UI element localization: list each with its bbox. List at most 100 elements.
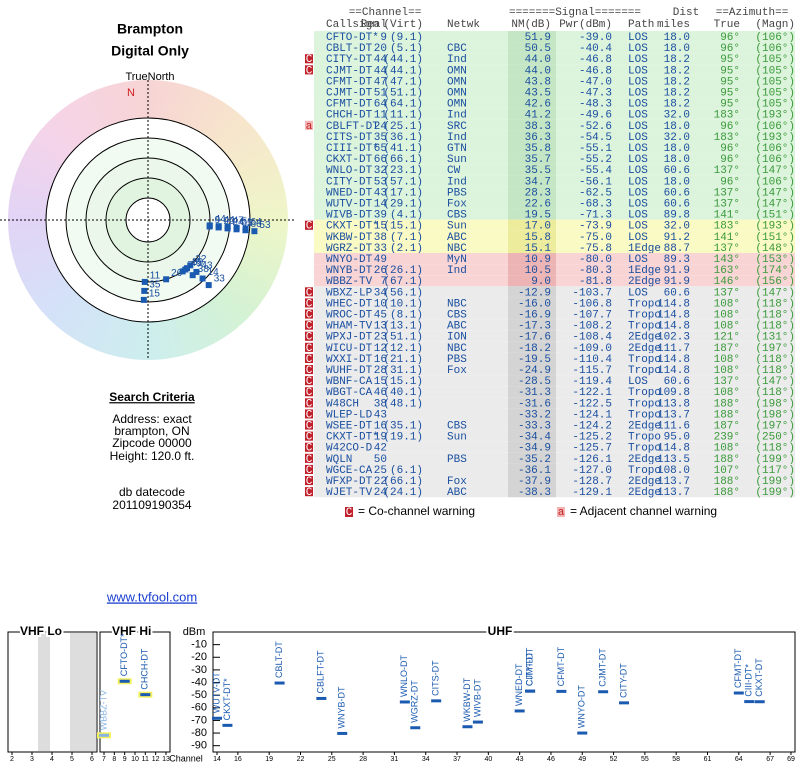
table-cell: Tropo bbox=[628, 321, 661, 333]
nm-background bbox=[508, 219, 556, 231]
signal-label: WUTV-DT bbox=[211, 672, 221, 713]
x-tick-label: 12 bbox=[152, 756, 160, 763]
signal-bar bbox=[431, 699, 442, 703]
x-tick-label: 11 bbox=[142, 756, 149, 763]
warning-box bbox=[305, 453, 313, 463]
table-cell: CBLT-DT bbox=[326, 43, 373, 55]
table-cell: 114.8 bbox=[657, 309, 690, 321]
table-cell: -115.7 bbox=[572, 365, 612, 377]
nm-background bbox=[508, 475, 556, 487]
table-cell: 89.8 bbox=[664, 210, 690, 222]
table-cell: 28.3 bbox=[525, 187, 551, 199]
nm-background bbox=[508, 53, 556, 65]
table-cell: (197°) bbox=[755, 343, 795, 355]
warning-flag: C bbox=[306, 287, 313, 299]
table-cell: (106°) bbox=[755, 143, 795, 155]
table-cell: 183° bbox=[714, 221, 740, 233]
table-cell: 102.3 bbox=[657, 332, 690, 344]
table-cell: 32.0 bbox=[664, 132, 690, 144]
table-cell: SRC bbox=[447, 121, 467, 133]
table-cell: 34.7 bbox=[525, 176, 551, 188]
station-label: 35 bbox=[149, 280, 161, 291]
table-cell: -80.0 bbox=[579, 254, 612, 266]
nm-background bbox=[508, 142, 556, 154]
table-cell: 42 bbox=[374, 443, 387, 455]
table-cell: (36.1) bbox=[383, 132, 423, 144]
table-cell: CJMT-DT bbox=[326, 87, 373, 99]
criteria-line: Zipcode 00000 bbox=[112, 436, 192, 450]
table-cell: ABC bbox=[447, 232, 467, 244]
legend-box bbox=[557, 507, 565, 517]
signal-bar bbox=[274, 681, 285, 685]
table-cell: -62.5 bbox=[579, 187, 612, 199]
table-cell: 15 bbox=[374, 376, 387, 388]
table-cell: -33.3 bbox=[518, 420, 551, 432]
table-cell: 146° bbox=[714, 276, 740, 288]
table-cell: (147°) bbox=[755, 287, 795, 299]
table-cell: (9.1) bbox=[390, 32, 423, 44]
table-cell: -47.3 bbox=[579, 87, 612, 99]
table-cell: 10 bbox=[374, 298, 387, 310]
table-cell: 2Edge bbox=[628, 276, 661, 288]
table-cell: WKBW-DT bbox=[326, 232, 373, 244]
table-cell: 66 bbox=[374, 154, 387, 166]
signal-bar bbox=[222, 723, 233, 727]
x-tick-label: 31 bbox=[391, 756, 399, 763]
table-cell: WUTV-DT bbox=[326, 198, 373, 210]
table-cell: LOS bbox=[628, 54, 648, 66]
table-cell: (7.1) bbox=[390, 232, 423, 244]
site-link[interactable]: www.tvfool.com bbox=[106, 589, 197, 604]
table-cell: 44.0 bbox=[525, 54, 551, 66]
table-cell: (151°) bbox=[755, 210, 795, 222]
table-cell: Fox bbox=[447, 365, 467, 377]
table-cell: 44.0 bbox=[525, 65, 551, 77]
table-cell: 38 bbox=[374, 232, 387, 244]
table-cell: (199°) bbox=[755, 476, 795, 488]
signal-bar bbox=[577, 731, 588, 735]
table-cell: 38.3 bbox=[525, 121, 551, 133]
column-header: (Virt) bbox=[383, 19, 423, 31]
table-cell: 18.0 bbox=[664, 143, 690, 155]
warning-box bbox=[305, 220, 313, 230]
nm-background bbox=[508, 341, 556, 353]
table-cell: 18.2 bbox=[664, 54, 690, 66]
table-cell: (23.1) bbox=[383, 165, 423, 177]
signal-label: CFMT-DT bbox=[733, 648, 743, 688]
table-cell: 32 bbox=[374, 165, 387, 177]
warning-box bbox=[305, 409, 313, 419]
station-label: 7 bbox=[188, 260, 194, 271]
table-cell: Fox bbox=[447, 476, 467, 488]
compass-label: TrueNorth bbox=[125, 71, 174, 83]
warning-flag: C bbox=[306, 65, 313, 77]
table-cell: OMN bbox=[447, 65, 467, 77]
table-cell: (15.1) bbox=[383, 376, 423, 388]
legend-box bbox=[345, 507, 353, 517]
warning-flag: a bbox=[306, 121, 313, 133]
warning-flag: C bbox=[306, 332, 313, 344]
table-cell: ION bbox=[447, 332, 467, 344]
table-cell: -108.2 bbox=[572, 321, 612, 333]
x-tick-label: 13 bbox=[162, 756, 170, 763]
table-cell: -17.6 bbox=[518, 332, 551, 344]
table-cell: WPXJ-DT bbox=[326, 332, 373, 344]
table-cell: (26.1) bbox=[383, 265, 423, 277]
table-cell: Tropo bbox=[628, 309, 661, 321]
table-cell: LOS bbox=[628, 176, 648, 188]
table-cell: -54.5 bbox=[579, 132, 612, 144]
table-cell: 15.8 bbox=[525, 232, 551, 244]
table-cell: LOS bbox=[628, 143, 648, 155]
table-cell: 33 bbox=[374, 243, 387, 255]
table-cell: WGRZ-DT bbox=[326, 243, 373, 255]
warning-box bbox=[305, 331, 313, 341]
table-cell: Ind bbox=[447, 110, 467, 122]
signal-label: CHCH-DT bbox=[140, 648, 150, 689]
x-tick-label: 67 bbox=[766, 756, 774, 763]
nm-background bbox=[508, 64, 556, 76]
warning-box bbox=[305, 54, 313, 64]
table-cell: -38.3 bbox=[518, 487, 551, 499]
nm-background bbox=[508, 164, 556, 176]
table-cell: 88.7 bbox=[664, 243, 690, 255]
table-cell: -34.9 bbox=[518, 443, 551, 455]
nm-background bbox=[508, 230, 556, 242]
x-tick-label: 10 bbox=[131, 756, 139, 763]
